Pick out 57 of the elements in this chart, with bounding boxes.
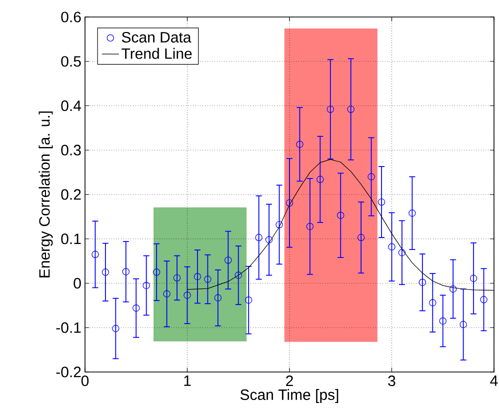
x-tick-label: 4 <box>490 376 498 386</box>
point <box>92 250 99 258</box>
point <box>398 249 406 256</box>
point <box>429 299 436 306</box>
y-tick-label: 0.4 <box>61 100 82 112</box>
point <box>460 320 467 328</box>
point <box>173 274 181 282</box>
y-tick-label: 0.1 <box>61 234 81 244</box>
point <box>388 243 396 250</box>
point <box>296 140 304 148</box>
point <box>102 268 110 276</box>
x-tick-label: 1 <box>184 376 191 386</box>
point <box>163 290 170 298</box>
point <box>265 236 273 244</box>
point <box>142 282 150 290</box>
x-tick-label: 0 <box>81 376 89 386</box>
point <box>357 234 365 242</box>
y-tick-label: -0.1 <box>56 322 81 333</box>
y-tick-label: -0.2 <box>56 366 81 378</box>
point <box>132 304 140 312</box>
y-tick-label: 0 <box>74 278 81 289</box>
x-tick-label: 3 <box>388 376 396 386</box>
point <box>224 256 232 264</box>
point <box>122 268 130 276</box>
y-tick-label: 0.2 <box>61 189 81 200</box>
point <box>337 212 344 219</box>
point <box>204 276 212 283</box>
point <box>112 324 120 332</box>
point <box>234 272 242 279</box>
point <box>306 222 314 230</box>
point <box>184 292 191 299</box>
y-axis-title: Energy Correlation [a. u.] <box>38 112 53 278</box>
x-tick-label: 2 <box>286 376 293 386</box>
legend-label: Scan Data <box>122 32 192 43</box>
point <box>152 268 160 276</box>
point <box>449 285 457 293</box>
point <box>286 199 294 207</box>
y-tick-label: 0.3 <box>61 144 81 156</box>
point <box>439 317 446 325</box>
point <box>326 106 334 113</box>
point <box>347 106 354 113</box>
point <box>245 296 252 304</box>
point <box>368 173 375 180</box>
point <box>255 234 262 242</box>
point <box>276 221 283 228</box>
point <box>408 210 416 217</box>
legend-label: Trend Line <box>122 48 192 59</box>
y-tick-label: 0.6 <box>61 12 81 22</box>
x-axis-title: Scan Time [ps] <box>240 389 338 403</box>
y-tick-label: 0.5 <box>61 56 81 67</box>
point <box>480 296 488 304</box>
point <box>470 274 478 282</box>
point <box>214 294 222 302</box>
point <box>378 198 386 206</box>
point <box>194 272 202 280</box>
point <box>316 176 324 184</box>
point <box>418 278 426 286</box>
